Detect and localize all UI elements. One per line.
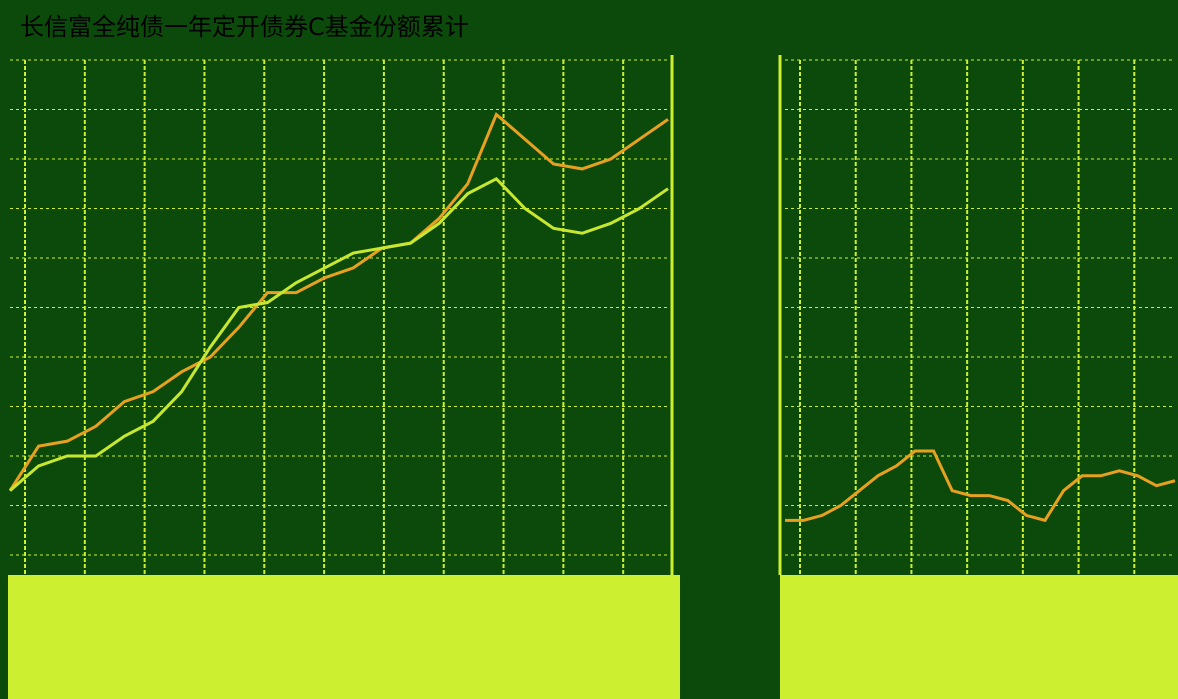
series-line	[8, 111, 669, 492]
chart-title: 长信富全纯债一年定开债券C基金份额累计	[20, 13, 469, 41]
right-footer-band	[780, 575, 1178, 699]
left-footer-band	[8, 575, 680, 699]
series-line	[9, 176, 669, 492]
series-line	[785, 449, 1176, 523]
